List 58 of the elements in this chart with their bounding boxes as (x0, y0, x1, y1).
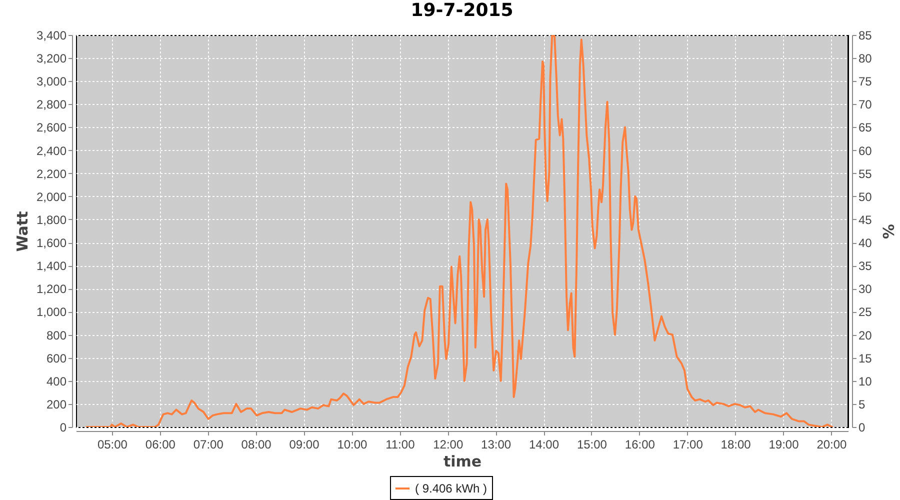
x-tick-label: 13:00 (481, 438, 512, 452)
y-tick-label: 600 (46, 351, 67, 366)
y-axis-title: Watt (13, 211, 32, 252)
y2-tick-label: 75 (858, 74, 872, 89)
x-tick-label: 06:00 (145, 438, 176, 452)
x-tick-label: 17:00 (672, 438, 704, 452)
x-tick-label: 16:00 (624, 438, 656, 452)
y-tick-label: 1,400 (36, 259, 67, 274)
y-tick-label: 2,600 (36, 120, 67, 135)
y2-tick-label: 10 (858, 374, 872, 388)
y-tick-label: 3,200 (36, 52, 67, 66)
x-tick-label: 11:00 (386, 438, 416, 452)
y2-tick-label: 50 (858, 190, 872, 204)
x-axis-title: time (443, 452, 482, 470)
x-tick-label: 08:00 (241, 438, 272, 452)
y2-tick-label: 80 (858, 52, 872, 66)
y2-tick-label: 65 (858, 120, 872, 135)
y2-axis-title: % (878, 224, 897, 240)
y-tick-label: 2,400 (36, 144, 67, 158)
y-tick-label: 2,800 (36, 98, 67, 112)
y-tick-label: 1,000 (36, 305, 67, 320)
y2-tick-label: 70 (858, 98, 872, 112)
y2-tick-label: 55 (858, 166, 872, 181)
y-tick-label: 0 (60, 420, 67, 434)
x-tick-label: 18:00 (720, 438, 752, 452)
y-tick-label: 1,800 (36, 212, 67, 227)
x-tick-label: 14:00 (529, 438, 560, 452)
y2-tick-label: 20 (858, 328, 872, 342)
y-tick-label: 1,600 (36, 236, 67, 250)
x-tick-label: 07:00 (193, 438, 224, 452)
x-tick-label: 05:00 (97, 438, 128, 452)
y-tick-label: 3,000 (36, 74, 67, 89)
y2-tick-label: 30 (858, 282, 872, 296)
x-tick-label: 09:00 (289, 438, 320, 452)
y2-tick-label: 15 (858, 351, 872, 366)
y2-tick-label: 25 (858, 305, 872, 320)
y2-tick-label: 35 (858, 259, 872, 274)
y2-tick-label: 0 (858, 420, 866, 434)
line-series (86, 35, 834, 427)
y2-tick-label: 45 (858, 212, 872, 227)
x-tick-label: 12:00 (433, 438, 464, 452)
y-tick-label: 800 (46, 328, 67, 342)
y2-tick-label: 60 (858, 144, 872, 158)
y-tick-label: 3,400 (36, 28, 67, 42)
y-tick-label: 2,200 (36, 166, 67, 181)
y-tick-label: 2,000 (36, 190, 67, 204)
y-tick-label: 1,200 (36, 282, 67, 296)
x-tick-label: 10:00 (337, 438, 368, 452)
legend-label: ( 9.406 kWh ) (415, 482, 488, 496)
chart-title: 19-7-2015 (410, 0, 514, 21)
y2-tick-label: 40 (858, 236, 872, 250)
y2-tick-label: 85 (858, 28, 872, 42)
x-tick-label: 20:00 (816, 438, 848, 452)
y-tick-label: 400 (46, 374, 67, 388)
y2-tick-label: 5 (858, 397, 866, 412)
x-tick-label: 15:00 (576, 438, 608, 452)
y-tick-label: 200 (46, 397, 67, 412)
x-tick-label: 19:00 (768, 438, 800, 452)
